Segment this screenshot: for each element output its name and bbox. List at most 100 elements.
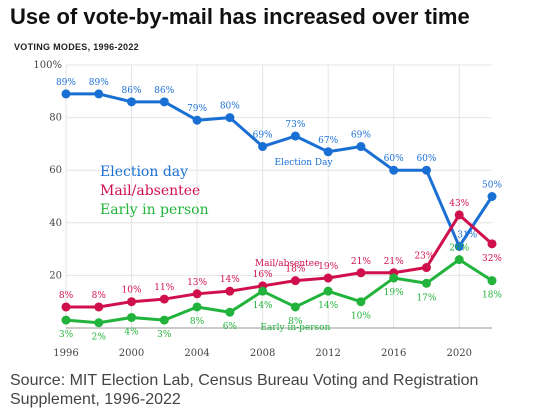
data-label: 69% bbox=[351, 131, 371, 141]
series-line-1 bbox=[66, 213, 493, 309]
data-point bbox=[389, 273, 399, 283]
data-label: 86% bbox=[122, 86, 142, 96]
x-tick-label: 1996 bbox=[53, 348, 78, 359]
x-tick-label: 2016 bbox=[381, 348, 406, 359]
data-label: 21% bbox=[384, 257, 404, 267]
data-point bbox=[127, 312, 137, 322]
data-point bbox=[225, 307, 235, 317]
data-label: 89% bbox=[89, 78, 109, 88]
data-label: 18% bbox=[285, 265, 305, 275]
data-label: 6% bbox=[223, 322, 238, 332]
data-label: 8% bbox=[288, 317, 303, 327]
data-point bbox=[159, 294, 169, 304]
data-label: 10% bbox=[122, 286, 142, 296]
y-tick-label: 60 bbox=[49, 165, 62, 176]
data-label: 60% bbox=[416, 154, 436, 164]
x-tick-label: 2000 bbox=[119, 348, 144, 359]
data-point bbox=[290, 302, 300, 312]
data-label: 26% bbox=[449, 244, 469, 254]
x-tick-label: 2008 bbox=[250, 348, 275, 359]
data-label: 8% bbox=[190, 317, 205, 327]
y-tick-label: 80 bbox=[49, 113, 62, 124]
data-point bbox=[389, 165, 399, 175]
data-point bbox=[258, 286, 268, 296]
data-point bbox=[356, 297, 366, 307]
data-point bbox=[127, 97, 137, 107]
data-point bbox=[421, 165, 431, 175]
legend-entry: Election day bbox=[100, 164, 188, 180]
chart-title: Use of vote-by-mail has increased over t… bbox=[10, 4, 470, 29]
data-label: 14% bbox=[220, 275, 240, 285]
data-label: 60% bbox=[384, 154, 404, 164]
data-point bbox=[192, 115, 202, 125]
data-label: 8% bbox=[59, 291, 74, 301]
data-point bbox=[487, 239, 497, 249]
data-point bbox=[454, 210, 464, 220]
data-label: 79% bbox=[187, 104, 207, 114]
data-point bbox=[127, 297, 137, 307]
data-point bbox=[356, 268, 366, 278]
data-label: 13% bbox=[187, 278, 207, 288]
y-tick-label: 20 bbox=[49, 270, 62, 281]
data-point bbox=[323, 147, 333, 157]
data-point bbox=[159, 97, 169, 107]
line-chart: 20 40 60 80 100% 1996 2000 2004 2008 2012 2016 2020… bbox=[33, 60, 502, 359]
data-point bbox=[356, 142, 366, 152]
data-point bbox=[290, 131, 300, 141]
data-point bbox=[94, 318, 104, 328]
data-label: 14% bbox=[253, 301, 273, 311]
data-label: 31% bbox=[457, 230, 477, 240]
data-label: 16% bbox=[253, 270, 273, 280]
data-label: 19% bbox=[384, 288, 404, 298]
data-label: 11% bbox=[154, 283, 174, 293]
data-point bbox=[61, 315, 71, 325]
data-point bbox=[94, 302, 104, 312]
series-line-0 bbox=[66, 92, 494, 248]
x-tick-label: 2004 bbox=[184, 348, 209, 359]
data-point bbox=[421, 263, 431, 273]
series-annotation: Election Day bbox=[275, 158, 334, 168]
source-note: Source: MIT Election Lab, Census Bureau … bbox=[10, 372, 479, 408]
data-point bbox=[290, 276, 300, 286]
data-label: 3% bbox=[157, 330, 172, 340]
data-label: 3% bbox=[59, 330, 74, 340]
series-annotation: Early in-person bbox=[260, 323, 330, 333]
data-point bbox=[159, 315, 169, 325]
data-point bbox=[323, 286, 333, 296]
data-label: 23% bbox=[414, 252, 434, 262]
data-label: 18% bbox=[482, 291, 502, 301]
data-point bbox=[61, 89, 71, 99]
data-label: 8% bbox=[92, 291, 107, 301]
data-label: 19% bbox=[318, 262, 338, 272]
data-point bbox=[225, 113, 235, 123]
data-point bbox=[192, 302, 202, 312]
data-label: 21% bbox=[351, 257, 371, 267]
y-tick-label: 100% bbox=[33, 60, 62, 71]
data-label: 69% bbox=[253, 131, 273, 141]
data-point bbox=[421, 278, 431, 288]
series-annotation: Mail/absentee bbox=[255, 259, 320, 269]
data-label: 10% bbox=[351, 312, 371, 322]
legend-entry: Early in person bbox=[100, 202, 209, 218]
x-tick-label: 2020 bbox=[447, 348, 472, 359]
data-label: 43% bbox=[449, 199, 469, 209]
data-label: 17% bbox=[416, 293, 436, 303]
series-line-2 bbox=[65, 258, 493, 325]
data-point bbox=[192, 289, 202, 299]
data-point bbox=[487, 192, 497, 201]
data-point bbox=[94, 89, 104, 99]
data-point bbox=[225, 286, 235, 296]
data-label: 67% bbox=[318, 136, 338, 146]
legend-entry: Mail/absentee bbox=[100, 183, 200, 199]
data-point bbox=[61, 302, 71, 312]
data-point bbox=[258, 142, 268, 152]
data-point bbox=[454, 255, 464, 265]
data-point bbox=[323, 273, 333, 283]
data-label: 2% bbox=[92, 333, 107, 343]
chart-subtitle: VOTING MODES, 1996-2022 bbox=[14, 42, 139, 52]
data-point bbox=[454, 241, 464, 251]
data-point bbox=[487, 276, 497, 286]
data-label: 50% bbox=[482, 181, 502, 191]
data-label: 4% bbox=[124, 327, 139, 337]
data-label: 80% bbox=[220, 102, 240, 112]
